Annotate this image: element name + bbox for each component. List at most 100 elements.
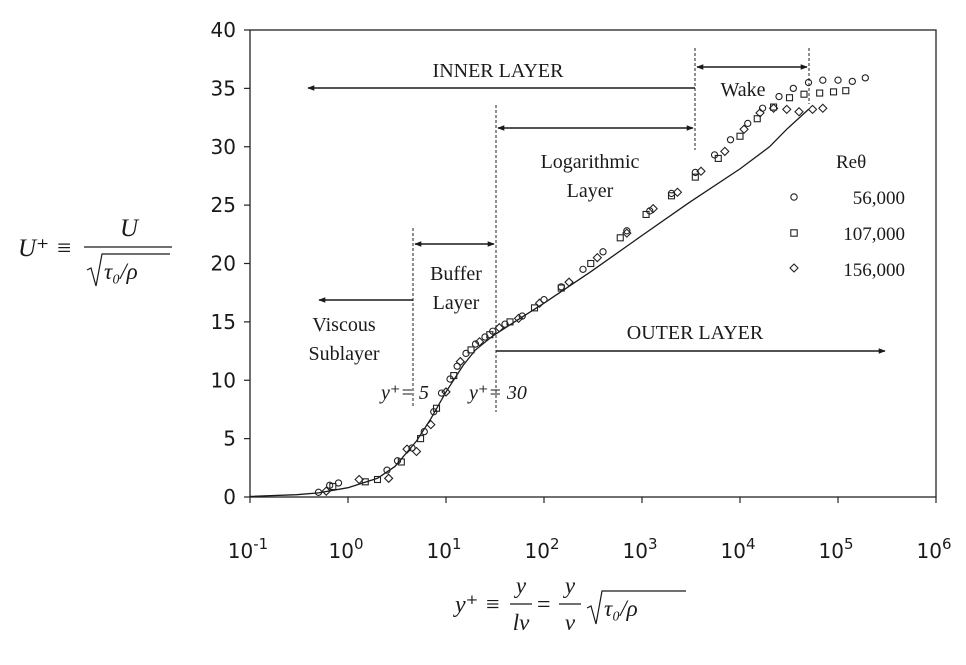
- data-point-diamond-8: [474, 336, 485, 347]
- data-point-square-25: [842, 87, 850, 95]
- data-point-circle-8: [437, 389, 446, 397]
- data-point-circle-33: [834, 76, 842, 84]
- data-point-square-14: [642, 210, 650, 219]
- data-point-circle-5: [408, 444, 416, 452]
- yplus5-label: y⁺= 5: [379, 382, 429, 404]
- data-point-square-23: [816, 89, 824, 97]
- data-point-circle-30: [789, 84, 797, 93]
- y-tick-label-0: 0: [223, 485, 236, 509]
- logarithmic-label-line1: Logarithmic: [541, 151, 640, 173]
- x-tick-label-3: 103: [623, 535, 658, 563]
- data-point-circle-4: [393, 457, 402, 465]
- data-point-diamond-15: [648, 203, 658, 214]
- data-point-square-16: [691, 173, 699, 181]
- data-point-square-13: [616, 234, 624, 242]
- data-point-diamond-13: [592, 252, 603, 263]
- legend-title: Reθ: [836, 152, 866, 173]
- data-point-diamond-14: [622, 228, 632, 238]
- data-point-circle-23: [667, 189, 676, 198]
- y-tick-label-40: 40: [211, 18, 236, 42]
- x-axis-label: y⁺ ≡ y lν = y ν τ₀/ρ: [453, 573, 686, 635]
- wake-label: Wake: [720, 79, 765, 101]
- data-point-square-5: [432, 404, 441, 412]
- data-point-square-9: [506, 318, 514, 326]
- buffer-label-line1: Buffer: [430, 263, 482, 285]
- y-tick-label-30: 30: [211, 135, 236, 159]
- legend-entry-156000: 156,000: [843, 260, 905, 281]
- data-point-diamond-11: [534, 298, 545, 308]
- data-point-circle-28: [758, 104, 767, 112]
- x-tick-label-6: 106: [917, 535, 952, 563]
- y-axis-ticks: 0 5 10 15 20 25 30 35 40: [211, 18, 250, 509]
- data-point-circle-35: [861, 74, 869, 82]
- legend-marker-circle: [790, 193, 798, 201]
- data-point-diamond-24: [807, 104, 818, 115]
- data-point-circle-3: [383, 466, 391, 474]
- y-label-numerator: U: [120, 215, 140, 242]
- data-markers-layer: [314, 74, 869, 496]
- data-point-square-8: [486, 331, 494, 339]
- data-point-diamond-22: [781, 104, 792, 115]
- data-point-square-18: [736, 132, 744, 140]
- data-point-diamond-17: [696, 166, 706, 177]
- data-point-circle-19: [579, 265, 587, 273]
- x-label-frac2-numerator: y: [563, 573, 576, 598]
- data-point-square-10: [530, 304, 539, 312]
- data-point-circle-0: [314, 488, 323, 496]
- data-point-diamond-16: [672, 187, 683, 198]
- reference-curve-layer: [249, 108, 809, 498]
- x-label-sqrt-sign: [586, 590, 686, 625]
- x-tick-label-4: 104: [721, 535, 756, 563]
- data-point-diamond-4: [411, 446, 422, 457]
- data-point-circle-29: [775, 92, 783, 101]
- data-point-diamond-10: [513, 313, 524, 324]
- data-point-square-11: [557, 284, 565, 292]
- data-point-diamond-0: [321, 486, 332, 496]
- data-point-circle-27: [744, 119, 752, 128]
- data-point-circle-21: [623, 227, 631, 235]
- data-point-diamond-19: [739, 124, 749, 135]
- data-point-diamond-9: [494, 322, 505, 333]
- legend-entry-107000: 107,000: [843, 224, 905, 245]
- x-tick-label-5: 105: [819, 535, 854, 563]
- logarithmic-label-line2: Layer: [567, 180, 614, 202]
- x-label-frac2-denominator: ν: [565, 610, 576, 635]
- series-square: [329, 87, 850, 491]
- plot-frame: [249, 29, 937, 498]
- data-point-square-1: [361, 478, 369, 486]
- x-label-sqrt-content: τ₀/ρ: [604, 596, 638, 621]
- data-point-diamond-18: [720, 146, 730, 157]
- viscous-label-line2: Sublayer: [308, 343, 379, 365]
- x-tick-label-0: 100: [329, 535, 364, 563]
- data-point-circle-6: [420, 427, 428, 436]
- inner-layer-label: INNER LAYER: [433, 60, 565, 82]
- data-point-square-21: [785, 94, 794, 102]
- data-point-square-4: [417, 435, 425, 443]
- data-point-square-19: [753, 115, 761, 123]
- legend-marker-square: [790, 229, 798, 237]
- data-point-square-15: [667, 192, 676, 200]
- viscous-label-line1: Viscous: [312, 314, 375, 336]
- y-label-lhs: U⁺ ≡: [18, 235, 72, 262]
- y-tick-label-25: 25: [211, 193, 236, 217]
- reference-curve: [249, 108, 809, 498]
- data-point-square-6: [450, 372, 458, 380]
- data-point-circle-15: [501, 320, 509, 328]
- data-point-square-0: [329, 482, 337, 491]
- legend-entry-56000: 56,000: [853, 188, 905, 209]
- data-point-diamond-25: [818, 103, 828, 114]
- x-tick-label-2: 102: [525, 535, 560, 563]
- x-label-lhs: y⁺ ≡: [453, 592, 501, 618]
- data-point-circle-13: [481, 333, 489, 341]
- data-point-circle-31: [804, 78, 813, 87]
- data-point-diamond-21: [768, 103, 779, 114]
- yplus30-label: y⁺= 30: [467, 382, 527, 404]
- buffer-label-line2: Layer: [433, 292, 480, 314]
- x-tick-label-1: 101: [427, 535, 462, 563]
- data-point-diamond-5: [426, 419, 436, 430]
- data-point-diamond-23: [794, 106, 804, 117]
- data-point-square-7: [467, 346, 475, 354]
- y-tick-label-15: 15: [211, 310, 236, 334]
- data-point-square-17: [714, 154, 722, 162]
